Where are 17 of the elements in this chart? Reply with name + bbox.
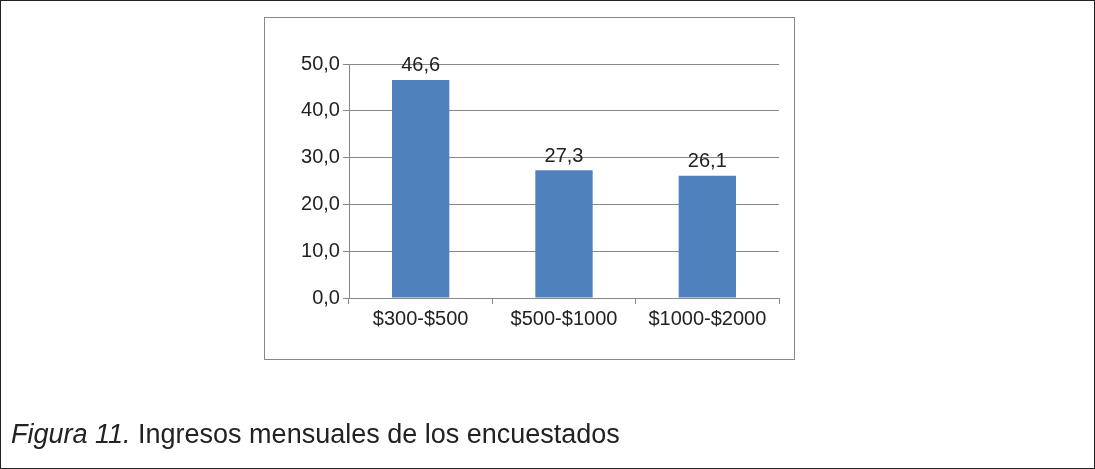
data-label: 46,6 <box>401 53 441 76</box>
y-tick-label: 0,0 <box>312 285 340 308</box>
y-tick-label: 40,0 <box>301 98 340 121</box>
text: Figura 11. <box>11 419 131 449</box>
x-tick-label: $300-$500 <box>372 306 469 329</box>
y-tick-label: 20,0 <box>301 191 340 214</box>
bar <box>392 79 450 298</box>
y-tick-label: 30,0 <box>301 145 340 168</box>
bar <box>678 175 736 298</box>
data-label: 26,1 <box>687 149 727 172</box>
data-label: 27,3 <box>544 143 584 166</box>
x-tick-label: $1000-$2000 <box>648 306 767 329</box>
x-tick-label: $500-$1000 <box>510 306 618 329</box>
text: Ingresos mensuales de los encuestados <box>137 419 620 449</box>
bar <box>535 170 593 298</box>
y-tick-label: 10,0 <box>301 238 340 261</box>
y-tick-label: 50,0 <box>301 51 340 74</box>
